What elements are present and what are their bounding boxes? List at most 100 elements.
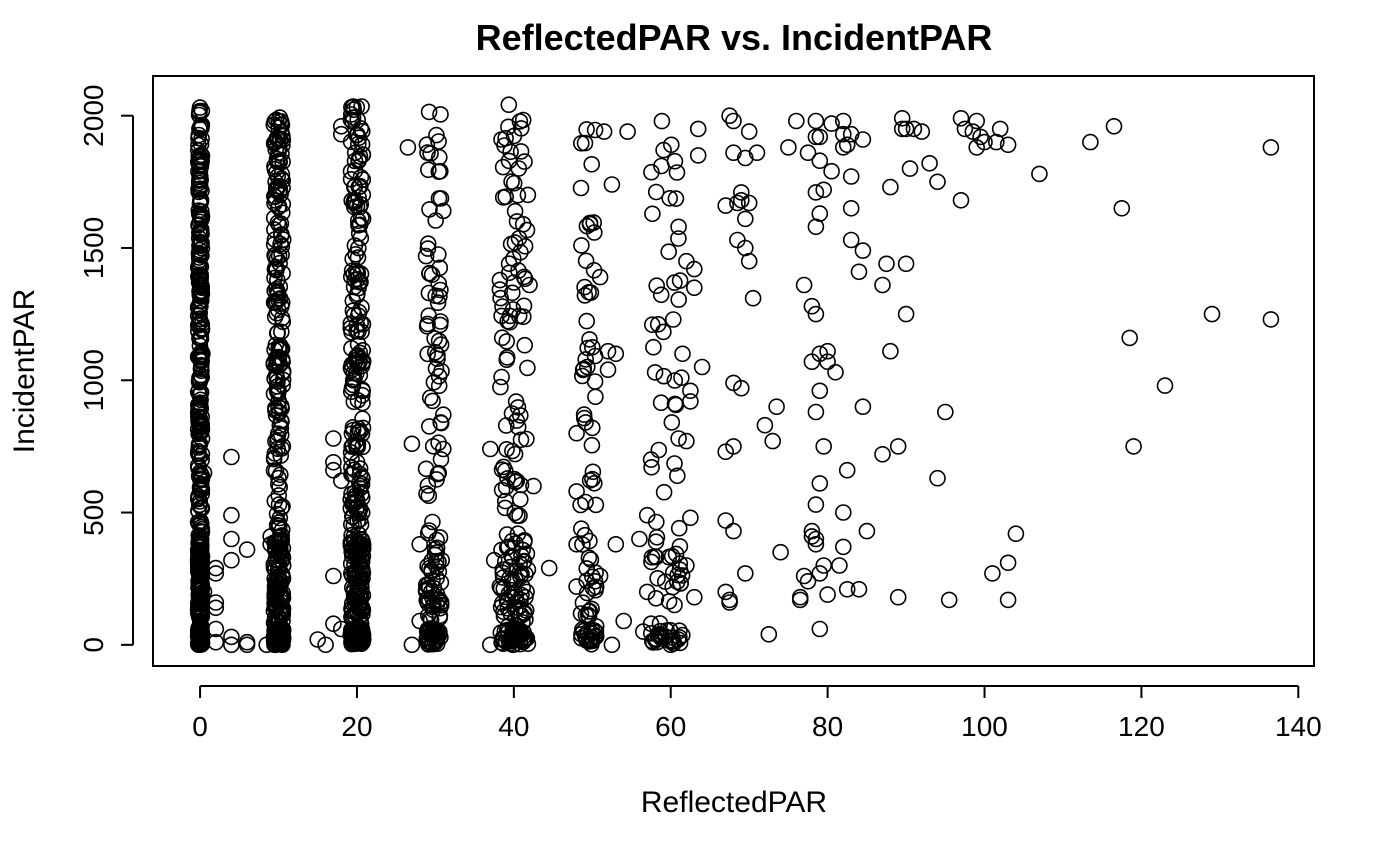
data-point [420,487,438,505]
data-point [421,264,438,282]
data-point [494,158,512,176]
data-point [428,126,445,144]
data-point [317,636,334,654]
data-point [272,215,290,232]
data-point [838,461,856,479]
data-point [586,572,604,590]
data-point [325,567,342,585]
data-point [266,370,283,387]
data-point [420,284,438,302]
data-point [500,255,518,273]
data-point [342,626,360,644]
data-point [587,496,605,514]
data-point [661,190,679,207]
data-point [646,548,664,565]
data-point [831,557,848,574]
data-point [650,441,668,459]
data-point [349,239,367,257]
data-point [496,499,514,517]
data-point [273,499,290,517]
data-point [670,218,687,236]
data-point [643,316,661,334]
data-point [736,210,754,228]
data-point [515,297,533,315]
x-tick-label: 80 [812,711,843,742]
y-tick-label: 500 [78,489,109,536]
data-point [591,268,609,286]
data-point [266,282,284,300]
data-point [652,394,670,412]
data-point [811,152,829,169]
data-point [192,221,210,238]
data-point [500,264,518,282]
data-point [349,512,367,530]
data-point [503,405,521,422]
data-point [266,585,284,603]
x-tick-label: 140 [1275,711,1322,742]
data-point [512,568,529,585]
data-point [192,245,209,263]
data-point [274,539,292,557]
x-tick-label: 100 [961,711,1008,742]
data-point [568,424,585,442]
data-point [491,281,509,298]
data-point [347,365,365,382]
data-point [648,277,666,295]
data-point [913,123,931,140]
data-point [411,612,429,630]
data-point [576,526,594,544]
data-point [732,184,750,201]
data-point [509,418,527,436]
data-point [493,481,511,499]
data-point [347,262,365,280]
data-point [270,487,288,504]
data-point [685,588,703,606]
y-axis: 0 500 1000 1500 2000 [78,85,134,653]
data-point [271,602,289,620]
data-point [428,558,445,575]
data-point [666,372,684,389]
data-point [512,431,530,449]
data-point [936,403,954,421]
data-point [508,507,526,524]
data-point [999,591,1017,609]
data-point [332,118,350,135]
data-point [346,271,364,289]
data-point [674,345,691,363]
data-point [352,209,370,227]
data-point [508,472,526,490]
data-point [434,406,452,424]
data-point [581,331,598,348]
data-point [572,179,590,197]
data-point [576,287,594,304]
data-point [495,603,512,620]
data-point [274,625,292,642]
data-point [192,391,209,409]
data-point [270,140,288,157]
data-point [599,342,617,360]
data-point [501,313,519,331]
data-point [265,236,283,253]
data-point [353,635,370,653]
data-point [274,437,292,455]
data-point [519,359,536,377]
data-point [578,560,596,577]
data-point [999,136,1017,154]
data-point [807,403,825,421]
data-point [638,583,656,601]
data-point [191,347,208,365]
data-point [223,628,240,646]
data-point [1007,525,1025,543]
data-point [325,430,342,447]
data-point [424,437,442,455]
data-point [682,382,699,400]
data-point [342,555,360,573]
data-point [348,498,366,516]
data-point [344,98,362,116]
data-point [577,493,594,511]
data-point [349,212,367,230]
data-point [673,567,691,584]
data-point [267,349,285,367]
data-point [577,252,595,270]
data-point [756,416,774,434]
